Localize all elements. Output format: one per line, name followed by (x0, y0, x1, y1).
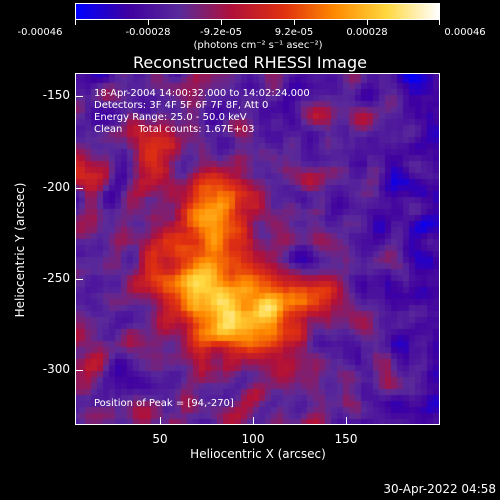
y-tick-mark (76, 96, 83, 97)
colorbar-tick (294, 20, 295, 25)
y-axis-label: Heliocentric Y (arcsec) (13, 182, 27, 318)
colorbar-label: 9.2e-05 (274, 27, 314, 38)
colorbar-label: -0.00028 (125, 27, 171, 38)
colorbar-label: 0.00046 (444, 27, 486, 38)
x-tick-mark (160, 417, 161, 424)
image-plot: 18-Apr-2004 14:00:32.000 to 14:02:24.000… (75, 73, 440, 425)
colorbar-tick (148, 20, 149, 25)
y-tick-label: -300 (42, 362, 70, 376)
y-tick-label: -150 (42, 88, 70, 102)
colorbar-tick (221, 20, 222, 25)
info-time-range: 18-Apr-2004 14:00:32.000 to 14:02:24.000 (94, 88, 310, 99)
colorbar-tick (439, 20, 440, 25)
colorbar-label: -9.2e-05 (200, 27, 242, 38)
y-tick-mark (76, 188, 83, 189)
colorbar (75, 3, 440, 20)
image-title: Reconstructed RHESSI Image (133, 53, 367, 72)
x-tick-label: 50 (152, 432, 168, 446)
x-tick-label: 150 (334, 432, 358, 446)
y-tick-label: -250 (42, 271, 70, 285)
heatmap-image (76, 74, 439, 424)
x-tick-label: 100 (241, 432, 265, 446)
x-tick-mark (346, 417, 347, 424)
x-tick-mark (253, 417, 254, 424)
timestamp: 30-Apr-2022 04:58 (383, 482, 496, 496)
colorbar-label: -0.00046 (17, 27, 63, 38)
colorbar-units: (photons cm⁻² s⁻¹ asec⁻²) (193, 40, 323, 51)
info-energy-range: Energy Range: 25.0 - 50.0 keV (94, 112, 247, 123)
info-detectors: Detectors: 3F 4F 5F 6F 7F 8F, Att 0 (94, 100, 269, 111)
x-axis-label: Heliocentric X (arcsec) (190, 447, 326, 461)
colorbar-label: 0.00028 (346, 27, 388, 38)
info-clean-counts: Clean Total counts: 1.67E+03 (94, 124, 255, 135)
colorbar-tick (75, 20, 76, 25)
y-tick-mark (76, 279, 83, 280)
y-tick-label: -200 (42, 180, 70, 194)
info-peak-position: Position of Peak = [94,-270] (94, 398, 234, 409)
colorbar-tick (367, 20, 368, 25)
y-tick-mark (76, 370, 83, 371)
